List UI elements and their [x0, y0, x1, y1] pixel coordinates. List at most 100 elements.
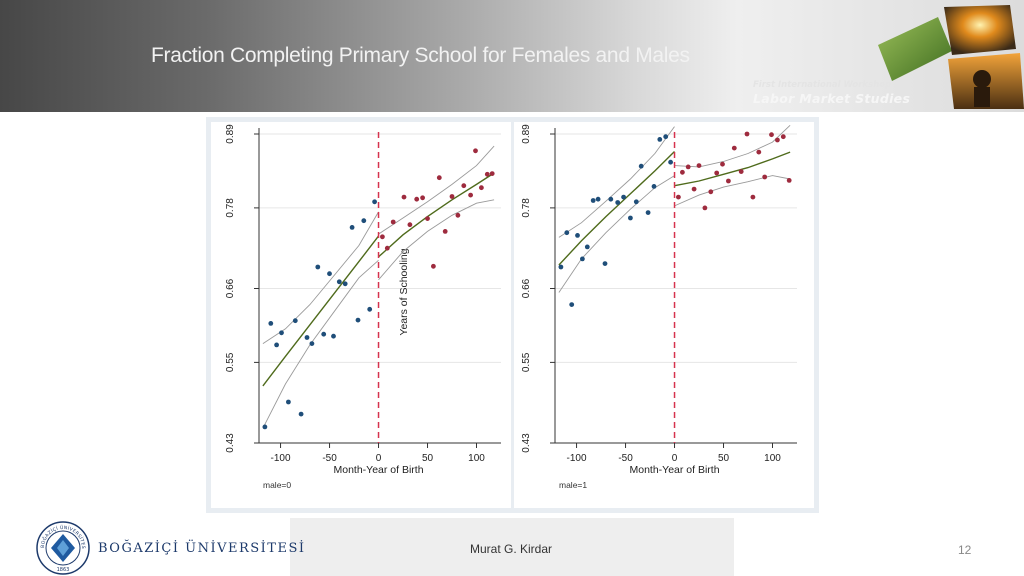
y-tick-label: 0.78	[521, 198, 532, 218]
slide-title: Fraction Completing Primary School for F…	[151, 44, 690, 67]
rd-chart-frame: 0.43 0.55 0.66 0.78 0.89 -100 -50 0 50 100 Month-Y…	[206, 117, 819, 513]
data-point-pre	[274, 342, 279, 348]
data-point-pre	[286, 399, 291, 405]
data-point-post	[461, 183, 467, 189]
data-point-post	[473, 148, 478, 154]
data-point-post	[775, 137, 780, 143]
data-point-pre	[657, 137, 663, 142]
y-tick-label: 0.66	[225, 278, 236, 298]
data-point-post	[414, 196, 420, 202]
data-point-pre	[638, 163, 644, 169]
data-point-post	[407, 222, 413, 228]
x-tick-label: 0	[376, 453, 382, 464]
data-point-pre	[367, 306, 373, 312]
data-point-pre	[608, 196, 614, 202]
data-point-post	[390, 219, 396, 225]
fit-line-post-fit	[674, 151, 791, 187]
data-point-pre	[651, 184, 657, 189]
data-point-pre	[628, 215, 633, 221]
data-point-pre	[309, 341, 315, 346]
data-point-post	[380, 234, 385, 240]
data-point-post	[676, 194, 681, 200]
page-number: 12	[958, 543, 972, 557]
data-point-post	[780, 134, 786, 140]
data-point-pre	[580, 256, 585, 262]
fit-line-post-ci-upper	[378, 145, 495, 235]
data-point-pre	[279, 330, 284, 336]
x-tick-label: 50	[422, 453, 434, 464]
data-point-post	[731, 145, 737, 151]
y-tick-label: 0.43	[521, 433, 532, 453]
data-point-pre	[321, 331, 327, 337]
data-point-post	[685, 164, 691, 170]
data-point-post	[455, 212, 461, 218]
data-point-post	[468, 192, 473, 198]
data-point-pre	[564, 230, 570, 236]
data-point-post	[489, 171, 495, 176]
y-tick-label: 0.55	[225, 352, 236, 372]
data-point-pre	[590, 198, 596, 203]
data-point-pre	[355, 317, 361, 323]
fit-line-pre-fit	[262, 235, 380, 387]
x-tick-label: 100	[764, 453, 781, 464]
x-tick-label: -100	[271, 453, 291, 464]
data-point-post	[425, 216, 430, 221]
data-point-post	[442, 229, 448, 234]
x-tick-label: -100	[567, 453, 587, 464]
logo-year: 1863	[57, 567, 70, 573]
data-point-pre	[262, 424, 268, 430]
data-point-post	[384, 245, 390, 251]
data-point-post	[726, 178, 731, 184]
fit-line-pre-fit	[558, 151, 675, 266]
panel-background	[211, 122, 511, 508]
university-name: BOĞAZİÇİ ÜNİVERSİTESİ	[98, 541, 306, 556]
data-point-pre	[349, 225, 355, 230]
data-point-pre	[645, 210, 651, 215]
data-point-post	[714, 170, 720, 176]
x-tick-label: -50	[618, 453, 633, 464]
data-point-pre	[336, 279, 342, 285]
data-point-post	[708, 189, 714, 195]
data-point-post	[431, 263, 436, 269]
y-tick-label: 0.89	[225, 124, 236, 144]
y-tick-label: 0.89	[521, 124, 532, 144]
data-point-post	[750, 194, 756, 200]
data-point-post	[479, 185, 484, 191]
data-point-post	[702, 205, 708, 211]
data-point-pre	[668, 159, 673, 165]
data-point-pre	[315, 264, 321, 270]
y-axis-label: Years of Schooling	[398, 248, 410, 335]
data-point-post	[756, 149, 762, 155]
data-point-pre	[621, 194, 626, 200]
workshop-line2: Labor Market Studies	[753, 90, 911, 106]
x-tick-label: 100	[468, 453, 485, 464]
slide-header: Fraction Completing Primary School for F…	[0, 0, 1024, 112]
data-point-pre	[633, 199, 639, 205]
data-point-post	[738, 169, 744, 174]
data-point-pre	[361, 218, 367, 224]
data-point-post	[691, 186, 697, 192]
fit-line-pre-ci-lower	[558, 175, 675, 293]
panel-label: male=1	[559, 480, 587, 490]
data-point-pre	[298, 411, 304, 417]
data-point-pre	[327, 271, 332, 277]
fit-line-post-fit	[378, 172, 495, 258]
workshop-line1: First International Workshop on	[753, 80, 906, 90]
data-point-pre	[331, 333, 336, 339]
data-point-post	[449, 194, 455, 199]
x-tick-label: 0	[672, 453, 678, 464]
data-point-post	[680, 169, 685, 175]
y-tick-label: 0.78	[225, 198, 236, 218]
data-point-post	[696, 163, 702, 168]
x-axis-label: Month-Year of Birth	[629, 464, 719, 476]
data-point-post	[420, 195, 425, 201]
fit-line-pre-ci-lower	[262, 259, 379, 429]
panel-label: male=0	[263, 480, 291, 490]
fit-line-pre-ci-upper	[558, 126, 675, 238]
fit-line-post-ci-lower	[378, 199, 495, 281]
panel-background	[514, 122, 814, 508]
data-point-pre	[569, 302, 575, 307]
chart-panel-2: 0.43 0.55 0.66 0.78 0.89 -100 -50 0 50 100 Month-Y…	[514, 122, 814, 508]
chart-panel-1: 0.43 0.55 0.66 0.78 0.89 -100 -50 0 50 100 Month-Y…	[211, 122, 511, 508]
fit-line-post-ci-lower	[674, 175, 791, 207]
